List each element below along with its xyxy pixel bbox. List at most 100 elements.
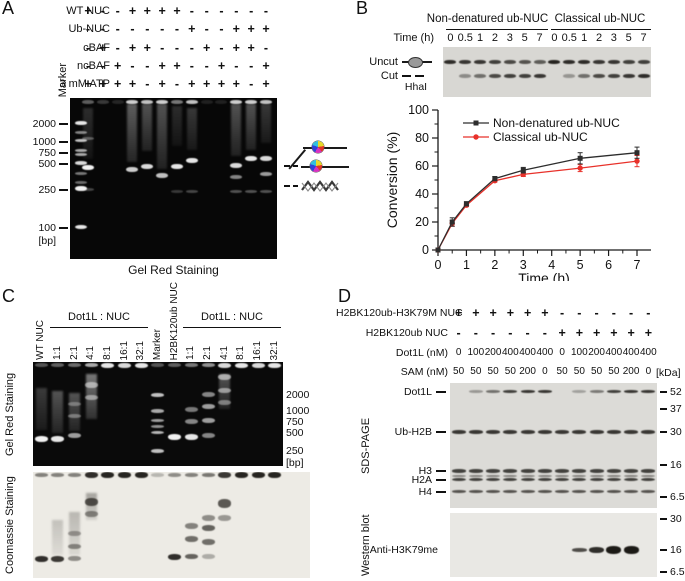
gel-band <box>201 404 215 410</box>
condition-value: + <box>158 59 166 73</box>
time-value: 5 <box>625 32 632 44</box>
gel-band <box>468 474 483 478</box>
gel-band <box>537 477 552 482</box>
gel-band <box>572 429 587 434</box>
lane-label: 1:1 <box>51 346 63 360</box>
gel-band <box>51 435 65 442</box>
gel-smear <box>127 104 138 163</box>
gel-band <box>68 530 82 536</box>
gel-band <box>488 74 501 78</box>
bp-tick <box>59 227 68 229</box>
kda-tick <box>660 431 667 433</box>
condition-value: - <box>249 77 254 91</box>
gel-smear <box>83 107 93 160</box>
cut-dna-icon <box>415 75 424 77</box>
x-axis-label: Time (h) <box>518 270 570 281</box>
gel-band <box>84 511 98 518</box>
group-label-non-denatured: Non-denatured ub-NUC <box>426 13 549 25</box>
gel-band <box>571 548 587 553</box>
condition-value: - <box>234 59 239 73</box>
data-point <box>463 201 469 207</box>
gel-band <box>101 472 115 479</box>
condition-value: 50 <box>487 366 499 377</box>
gel-band <box>572 390 587 394</box>
gel-band <box>156 173 169 179</box>
gel-band <box>486 429 501 434</box>
gel-band <box>520 429 535 434</box>
gel-band <box>170 189 183 193</box>
condition-value: + <box>217 77 226 91</box>
condition-value: - <box>560 306 565 320</box>
gel-band <box>606 474 621 478</box>
condition-value: 50 <box>504 366 516 377</box>
gel-band <box>201 554 215 560</box>
kda-tick <box>660 464 667 466</box>
gel-band <box>593 74 605 78</box>
bp-label: 500 <box>38 158 56 170</box>
gel-band-label: Ub-H2B <box>394 426 432 438</box>
gel-band <box>259 189 272 193</box>
gel-smear <box>186 107 197 150</box>
gel-band <box>486 474 501 478</box>
gel-band <box>641 490 656 493</box>
bp-label: [bp] <box>286 457 304 469</box>
panel-a-marker-label: Marker <box>57 62 69 97</box>
condition-row-label: ncBAF <box>76 60 110 72</box>
gel-band <box>503 390 518 394</box>
condition-value: 200 <box>622 366 640 377</box>
gel-band <box>84 472 98 479</box>
kda-tick <box>660 391 667 393</box>
condition-value: + <box>128 41 137 55</box>
gel-band-label: H2A <box>411 474 432 486</box>
gel-band <box>503 429 518 434</box>
dna-line <box>303 147 347 149</box>
x-tick-label: 5 <box>577 258 584 272</box>
gel-band <box>486 490 501 493</box>
data-point <box>492 176 498 182</box>
condition-value: 200 <box>519 366 536 377</box>
gel-band <box>234 472 248 479</box>
condition-value: - <box>473 326 478 340</box>
condition-value: 200 <box>588 347 605 358</box>
gel-band <box>82 188 94 192</box>
condition-value: - <box>174 22 180 36</box>
gel-band <box>168 363 182 368</box>
bp-label: 1000 <box>32 136 56 148</box>
condition-value: - <box>189 41 194 55</box>
remodeled-nucleosome-icon <box>312 141 324 153</box>
kda-tick <box>660 549 667 551</box>
x-tick-label: 2 <box>491 258 498 272</box>
gel-band <box>184 473 198 477</box>
gel-band <box>126 167 139 173</box>
gel-band <box>185 189 198 193</box>
gel-band <box>184 523 198 530</box>
time-value: 2 <box>595 32 603 44</box>
gel-band <box>503 474 518 478</box>
condition-value: - <box>456 326 461 340</box>
time-value: 0 <box>447 32 454 44</box>
gel-band <box>503 74 516 78</box>
y-axis-label: Conversion (%) <box>384 132 400 228</box>
lane-label: 2:1 <box>68 346 80 360</box>
lane-label: 16:1 <box>252 340 263 360</box>
band-leader-dash <box>436 479 446 481</box>
condition-value: + <box>489 306 497 320</box>
gel-band <box>537 474 552 478</box>
gel-band <box>168 473 182 477</box>
gel-band <box>259 100 272 105</box>
condition-value: + <box>203 41 211 55</box>
gel-band <box>622 74 635 78</box>
conversion-chart: 0 20 40 60 80 100 0 1 2 3 4 5 6 7 Time (h) Conversion (… <box>384 103 651 281</box>
gel-band <box>444 60 457 64</box>
condition-value: - <box>160 41 165 55</box>
condition-value: - <box>130 22 135 36</box>
condition-value: + <box>173 59 181 73</box>
gel-band <box>96 100 109 105</box>
gel-band <box>259 171 272 176</box>
gel-band <box>218 400 232 406</box>
condition-value: - <box>204 59 209 73</box>
dna-line <box>301 166 349 168</box>
condition-value: 200 <box>484 347 502 358</box>
lane-label: 16:1 <box>118 340 130 360</box>
